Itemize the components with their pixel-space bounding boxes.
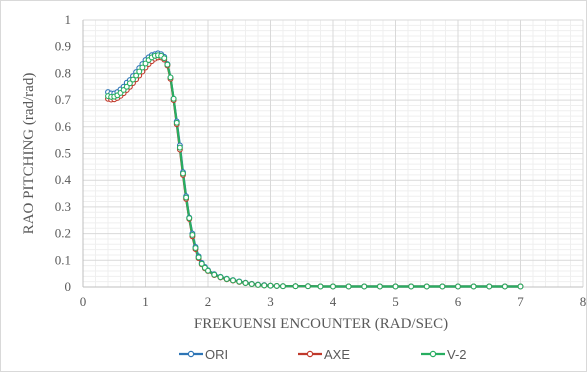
data-point-v-2 xyxy=(176,144,183,151)
series-line-axe xyxy=(107,56,521,288)
y-tick-label: 0.6 xyxy=(55,119,72,134)
data-point-v-2 xyxy=(139,64,146,71)
y-tick-label: 0.2 xyxy=(55,226,71,241)
x-tick-label: 6 xyxy=(455,294,462,309)
data-point-v-2 xyxy=(195,254,202,261)
data-point-v-2 xyxy=(192,245,199,251)
data-point-v-2 xyxy=(305,283,311,290)
data-point-v-2 xyxy=(439,283,446,290)
y-tick-label: 0.1 xyxy=(55,252,71,267)
data-point-v-2 xyxy=(470,283,477,290)
data-point-v-2 xyxy=(130,76,136,83)
data-point-v-2 xyxy=(217,274,224,281)
data-point-v-2 xyxy=(230,277,236,284)
data-point-v-2 xyxy=(142,60,149,67)
data-point-v-2 xyxy=(408,283,415,290)
data-point-v-2 xyxy=(198,260,205,267)
data-point-v-2 xyxy=(183,194,190,201)
y-tick-label: 0.3 xyxy=(55,199,71,214)
legend-marker-v-2 xyxy=(429,350,437,358)
data-point-v-2 xyxy=(123,83,130,90)
data-point-v-2 xyxy=(280,283,286,290)
data-point-v-2 xyxy=(126,80,133,87)
x-tick-label: 5 xyxy=(392,294,399,309)
y-tick-label: 0.4 xyxy=(55,172,72,187)
data-point-v-2 xyxy=(423,283,430,290)
data-point-v-2 xyxy=(455,283,461,290)
y-tick-label: 0.7 xyxy=(55,92,72,107)
legend-label-axe: AXE xyxy=(324,347,350,362)
data-point-v-2 xyxy=(167,74,174,81)
data-point-v-2 xyxy=(261,282,268,289)
data-point-v-2 xyxy=(361,283,368,290)
data-point-v-2 xyxy=(376,283,383,290)
data-point-v-2 xyxy=(223,276,230,282)
data-point-v-2 xyxy=(501,283,508,290)
y-tick-label: 1 xyxy=(65,12,72,27)
legend-marker-ori xyxy=(187,350,195,358)
x-axis-ticks: 0 1 2 3 4 5 6 7 8 xyxy=(80,294,587,309)
y-tick-label: 0.9 xyxy=(55,39,71,54)
y-tick-label: 0 xyxy=(65,279,72,294)
data-point-v-2 xyxy=(211,271,218,278)
data-point-v-2 xyxy=(292,283,299,290)
y-axis-title: RAO PITCHING (rad/rad) xyxy=(21,73,37,235)
data-point-v-2 xyxy=(136,68,143,75)
series-markers xyxy=(105,50,524,290)
series-line-v-2 xyxy=(107,54,521,288)
legend-label-v-2: V-2 xyxy=(447,347,467,362)
data-point-v-2 xyxy=(345,283,352,290)
data-point-v-2 xyxy=(486,283,493,290)
legend: ORI AXE V-2 xyxy=(179,347,467,362)
data-point-v-2 xyxy=(255,281,261,288)
major-gridlines xyxy=(82,19,584,288)
data-point-v-2 xyxy=(205,267,211,274)
data-point-v-2 xyxy=(242,280,249,286)
y-axis-ticks: 0 0.1 0.2 0.3 0.4 0.5 0.6 0.7 0.8 0.9 1 xyxy=(55,12,72,294)
data-point-v-2 xyxy=(180,170,186,177)
data-point-v-2 xyxy=(330,283,336,290)
data-point-v-2 xyxy=(133,72,140,79)
data-point-v-2 xyxy=(161,55,168,62)
x-tick-label: 2 xyxy=(205,294,212,309)
data-point-v-2 xyxy=(392,283,399,290)
data-point-v-2 xyxy=(189,231,196,238)
x-tick-label: 1 xyxy=(142,294,149,309)
x-tick-label: 8 xyxy=(580,294,587,309)
x-tick-label: 3 xyxy=(267,294,274,309)
x-tick-label: 4 xyxy=(330,294,337,309)
data-point-v-2 xyxy=(236,278,243,285)
data-point-v-2 xyxy=(173,119,180,126)
data-point-v-2 xyxy=(186,215,193,222)
data-point-v-2 xyxy=(317,283,324,290)
legend-marker-axe xyxy=(306,350,314,358)
y-tick-label: 0.8 xyxy=(55,65,71,80)
data-point-v-2 xyxy=(517,283,524,290)
y-tick-label: 0.5 xyxy=(55,146,71,161)
x-axis-title: FREKUENSI ENCOUNTER (RAD/SEC) xyxy=(194,316,448,332)
x-tick-label: 0 xyxy=(80,294,87,309)
data-point-v-2 xyxy=(164,61,171,68)
data-point-v-2 xyxy=(248,281,255,288)
x-tick-label: 7 xyxy=(517,294,524,309)
data-point-v-2 xyxy=(170,95,177,102)
data-point-v-2 xyxy=(273,282,280,289)
data-point-v-2 xyxy=(267,282,274,289)
legend-label-ori: ORI xyxy=(205,347,228,362)
